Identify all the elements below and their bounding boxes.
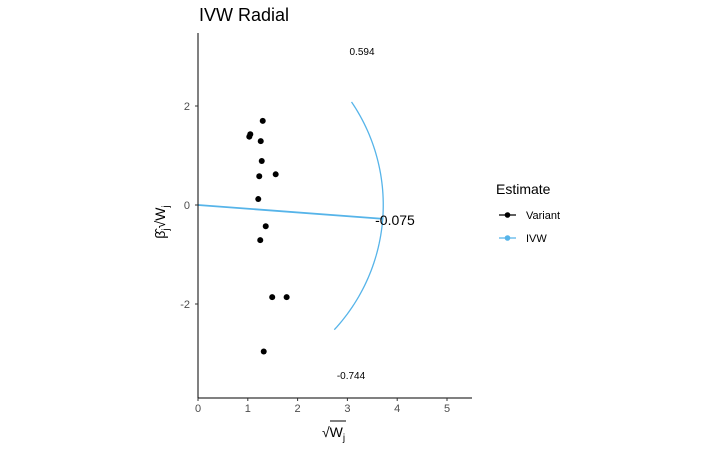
y-tick-label: 2: [184, 101, 190, 113]
variant-point: [257, 237, 264, 244]
x-axis-ticks: 0 1 2 3 4 5: [195, 398, 450, 415]
chart-title: IVW Radial: [199, 5, 289, 25]
legend-label-variant: Variant: [526, 210, 560, 222]
annotation-lower: -0.744: [337, 371, 366, 382]
x-axis-label: √Wj: [322, 420, 346, 444]
y-tick-label: -2: [180, 299, 190, 311]
variant-point: [258, 157, 265, 164]
svg-text:√Wj: √Wj: [322, 424, 345, 444]
x-tick-label: 1: [245, 403, 251, 415]
y-axis-label-beta-sub: j: [161, 228, 172, 231]
x-tick-label: 0: [195, 403, 201, 415]
y-axis-ticks: 2 0 -2: [180, 101, 198, 311]
legend: Estimate Variant IVW: [496, 181, 560, 245]
x-tick-label: 5: [444, 403, 450, 415]
variant-point: [283, 294, 290, 301]
variant-point: [256, 173, 263, 180]
variant-point: [272, 171, 279, 178]
legend-title: Estimate: [496, 181, 551, 197]
x-tick-label: 4: [394, 403, 400, 415]
legend-key-variant-point: [504, 212, 511, 218]
y-axis-label-sqrt: √W: [152, 207, 168, 229]
y-axis-label-sqrt-sub: j: [161, 205, 172, 208]
x-axis-label-main: √W: [322, 424, 344, 440]
variant-point: [262, 223, 269, 230]
svg-text:β̂j√Wj: β̂j√Wj: [152, 205, 172, 238]
x-axis-label-sub: j: [342, 433, 345, 444]
annotation-upper: 0.594: [349, 47, 374, 58]
variant-point: [255, 196, 262, 203]
variant-point: [257, 138, 264, 145]
variant-point: [259, 117, 266, 124]
ivw-line: [197, 204, 384, 220]
variant-point: [246, 133, 253, 140]
y-axis-label-beta: β̂: [152, 228, 168, 239]
plot-area: [197, 101, 384, 355]
variant-point: [269, 294, 276, 301]
annotation-ivw-estimate: -0.075: [375, 212, 415, 228]
variant-point: [260, 348, 267, 355]
legend-item-variant: Variant: [499, 210, 560, 222]
legend-item-ivw: IVW: [499, 233, 547, 245]
y-axis-label: β̂j√Wj: [152, 205, 172, 238]
legend-key-ivw-point: [504, 235, 511, 241]
x-tick-label: 3: [344, 403, 350, 415]
y-tick-label: 0: [184, 200, 190, 212]
x-tick-label: 2: [295, 403, 301, 415]
legend-label-ivw: IVW: [526, 233, 547, 245]
